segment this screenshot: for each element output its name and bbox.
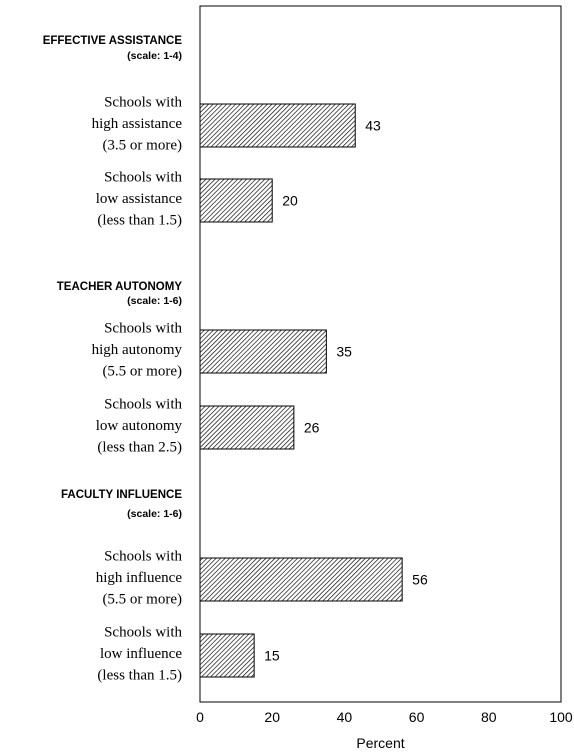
category-label-line: (less than 1.5)	[97, 668, 182, 684]
category-label-line: Schools with	[104, 321, 182, 337]
category-label-line: Schools with	[104, 397, 182, 413]
group-title: EFFECTIVE ASSISTANCE	[43, 35, 183, 47]
x-tick-label: 80	[481, 709, 497, 725]
category-label-line: (5.5 or more)	[102, 592, 182, 608]
data-label: 35	[336, 344, 352, 360]
bar	[199, 329, 327, 374]
category-label-line: Schools with	[104, 170, 182, 186]
category-label-line: (less than 2.5)	[97, 440, 182, 456]
category-label-line: Schools with	[104, 95, 182, 111]
x-tick-label: 100	[549, 709, 573, 725]
data-label: 15	[264, 648, 280, 664]
category-label-line: low assistance	[96, 191, 183, 207]
x-tick-label: 60	[409, 709, 425, 725]
category-label-line: high autonomy	[92, 342, 183, 358]
bar	[199, 178, 273, 223]
category-label-line: low autonomy	[96, 418, 183, 434]
data-label: 56	[412, 572, 428, 588]
group-scale-note: (scale: 1-4)	[127, 50, 182, 62]
bar	[199, 405, 295, 450]
group-title: TEACHER AUTONOMY	[57, 281, 183, 293]
data-label: 26	[304, 420, 320, 436]
x-tick-label: 20	[264, 709, 280, 725]
x-axis-title: Percent	[356, 735, 404, 751]
category-label-line: Schools with	[104, 625, 182, 641]
category-label-line: (3.5 or more)	[102, 138, 182, 154]
category-label-line: Schools with	[104, 549, 182, 565]
x-tick-label: 0	[196, 709, 204, 725]
category-label-line: (5.5 or more)	[102, 364, 182, 380]
group-title: FACULTY INFLUENCE	[61, 489, 182, 501]
group-scale-note: (scale: 1-6)	[127, 508, 182, 520]
data-label: 43	[365, 118, 381, 134]
bar	[199, 633, 255, 678]
x-tick-label: 40	[337, 709, 353, 725]
bar	[199, 557, 403, 602]
category-label-line: low influence	[100, 646, 182, 662]
category-label-line: high assistance	[92, 116, 183, 132]
group-scale-note: (scale: 1-6)	[127, 295, 182, 307]
category-label-line: (less than 1.5)	[97, 213, 182, 229]
bar	[199, 103, 356, 148]
data-label: 20	[282, 193, 298, 209]
category-label-line: high influence	[96, 570, 183, 586]
